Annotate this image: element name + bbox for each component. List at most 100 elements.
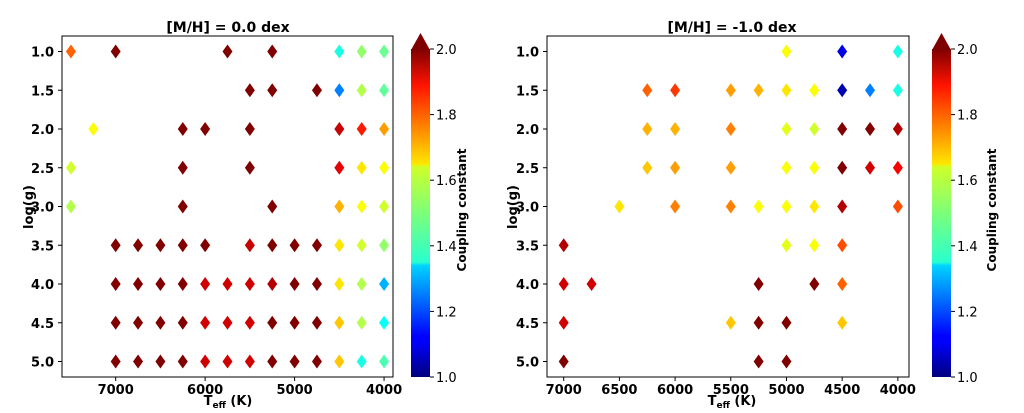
colorbar-tick-label: 1.8 xyxy=(957,109,978,124)
data-point xyxy=(379,354,390,369)
data-point xyxy=(244,122,255,136)
data-point xyxy=(110,315,121,330)
y-tick-label: 3.5 xyxy=(516,239,539,254)
colorbar-ticks: 1.0 1.2 1.4 1.6 1.8 2.0 xyxy=(430,43,457,386)
data-point xyxy=(781,199,792,214)
y-tick-label: 2.5 xyxy=(516,162,539,177)
y-tick-label: 4.5 xyxy=(516,317,539,332)
data-point xyxy=(379,160,390,175)
x-tick-label: 7000 xyxy=(98,383,134,398)
right-chart-panel: [M/H] = -1.0 dex 7000 6500 6000 5500 5000 450… xyxy=(506,20,999,411)
data-point xyxy=(781,160,792,175)
data-point xyxy=(356,44,367,59)
data-point xyxy=(244,160,255,175)
colorbar-label: Coupling constant xyxy=(455,148,469,271)
x-tick-label: 4000 xyxy=(880,383,916,398)
y-tick-label: 1.5 xyxy=(516,84,539,99)
data-point xyxy=(88,122,99,136)
data-point xyxy=(110,238,121,253)
data-point xyxy=(670,122,681,136)
data-point xyxy=(110,277,121,291)
colorbar-tick-label: 1.6 xyxy=(957,174,978,189)
data-point xyxy=(781,122,792,136)
x-tick-label: 5000 xyxy=(768,383,804,398)
data-point xyxy=(289,315,300,330)
y-tick-label: 5.0 xyxy=(31,356,54,371)
data-point xyxy=(267,277,278,291)
colorbar-tick-label: 2.0 xyxy=(957,43,978,58)
data-point xyxy=(222,44,233,59)
colorbar-gradient xyxy=(411,49,430,377)
data-point xyxy=(753,199,764,214)
data-point xyxy=(892,44,903,59)
colorbar-tick-label: 1.4 xyxy=(957,240,978,255)
data-point xyxy=(334,238,345,253)
data-point xyxy=(725,122,736,136)
data-point xyxy=(753,277,764,291)
data-point xyxy=(133,315,144,330)
data-point xyxy=(334,277,345,291)
data-point xyxy=(892,199,903,214)
data-point xyxy=(177,199,188,214)
y-tick-label: 1.0 xyxy=(31,46,54,61)
x-tick-label: 7000 xyxy=(546,383,582,398)
data-point xyxy=(334,122,345,136)
data-point xyxy=(837,238,848,253)
left-chart-panel: [M/H] = 0.0 dex 7000 6000 5000 4000 1.0 1.5 2… xyxy=(22,20,469,411)
data-point xyxy=(642,83,653,98)
data-point xyxy=(267,238,278,253)
data-point xyxy=(781,354,792,369)
data-point xyxy=(311,238,322,253)
data-point xyxy=(133,354,144,369)
data-point xyxy=(267,83,278,98)
data-point xyxy=(865,83,876,98)
x-tick-label: 6000 xyxy=(187,383,223,398)
data-point xyxy=(133,238,144,253)
y-tick-label: 4.5 xyxy=(31,317,54,332)
data-point xyxy=(379,122,390,136)
data-point xyxy=(809,238,820,253)
data-point xyxy=(379,199,390,214)
data-point xyxy=(670,160,681,175)
data-point xyxy=(334,83,345,98)
colorbar-gradient xyxy=(932,49,951,377)
data-point xyxy=(558,354,569,369)
y-tick-label: 3.0 xyxy=(31,201,54,216)
data-point xyxy=(781,83,792,98)
colorbar-extend-arrow xyxy=(932,33,951,50)
data-point xyxy=(311,315,322,330)
data-point xyxy=(725,160,736,175)
data-point xyxy=(200,354,211,369)
colorbar-tick-label: 1.4 xyxy=(436,240,457,255)
data-point xyxy=(558,238,569,253)
data-point xyxy=(837,199,848,214)
data-point xyxy=(200,238,211,253)
data-point xyxy=(311,277,322,291)
data-point xyxy=(837,277,848,291)
data-point xyxy=(267,315,278,330)
data-point xyxy=(311,354,322,369)
data-point xyxy=(155,277,166,291)
y-tick-label: 1.5 xyxy=(31,84,54,99)
data-point xyxy=(244,315,255,330)
data-point xyxy=(200,122,211,136)
data-point xyxy=(892,83,903,98)
data-point xyxy=(267,44,278,59)
data-point xyxy=(155,354,166,369)
data-point xyxy=(356,160,367,175)
data-point xyxy=(558,315,569,330)
data-point xyxy=(177,238,188,253)
data-point xyxy=(222,354,233,369)
y-axis-label: log(g) xyxy=(22,185,37,229)
data-point xyxy=(837,122,848,136)
y-tick-label: 2.0 xyxy=(31,123,54,138)
colorbar-tick-label: 1.0 xyxy=(436,371,457,386)
x-tick-label: 6000 xyxy=(657,383,693,398)
data-point xyxy=(356,277,367,291)
y-ticks: 1.0 1.5 2.0 2.5 3.0 3.5 4.0 4.5 5.0 xyxy=(516,46,547,371)
data-point xyxy=(289,238,300,253)
data-point xyxy=(177,122,188,136)
chart-title: [M/H] = 0.0 dex xyxy=(166,20,289,36)
data-point xyxy=(670,199,681,214)
data-point xyxy=(781,238,792,253)
